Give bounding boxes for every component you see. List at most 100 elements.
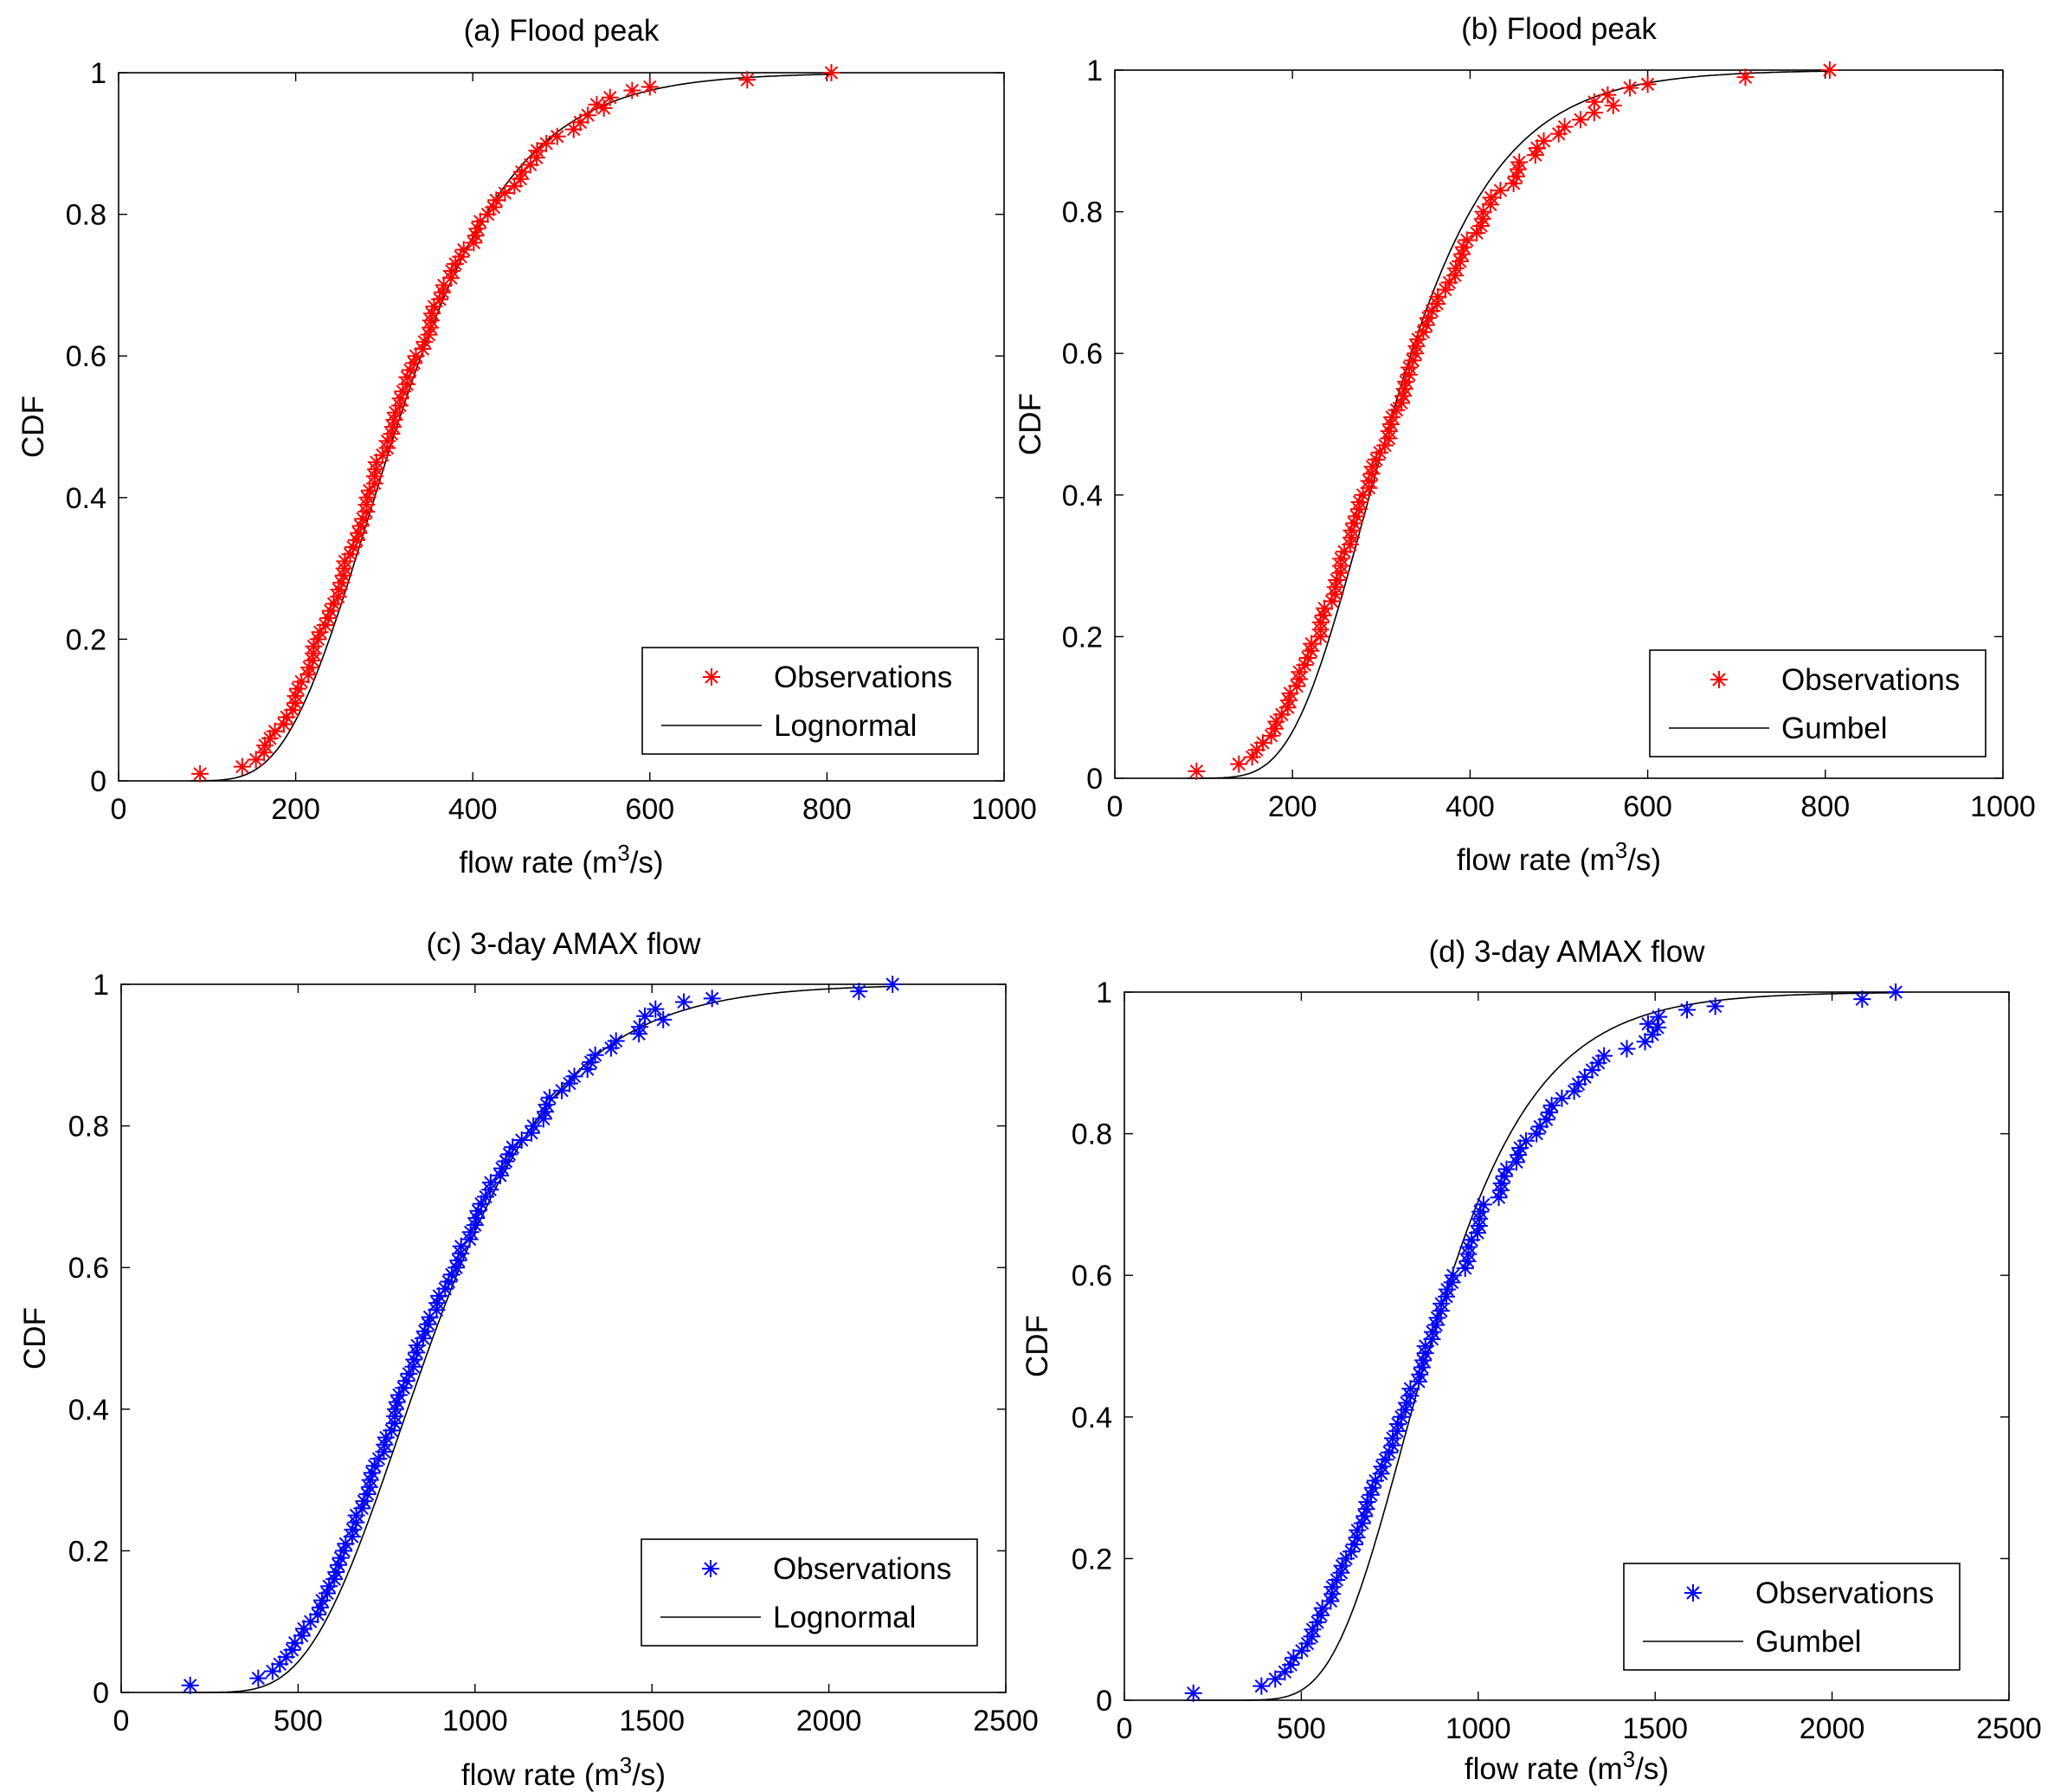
observation-marker (884, 976, 902, 993)
marker-stroke (319, 618, 332, 632)
legend-label-observations: Observations (1755, 1576, 1934, 1610)
marker-stroke (1347, 516, 1362, 531)
observation-marker (1528, 1125, 1546, 1143)
observation-marker (1555, 118, 1574, 136)
observation-marker (1398, 1394, 1416, 1412)
observation-marker (1639, 1015, 1658, 1033)
observation-marker (1706, 997, 1724, 1015)
observation-marker (354, 510, 372, 528)
marker-stroke (235, 759, 249, 774)
marker-stroke (1254, 1679, 1269, 1693)
x-tick-label: 400 (1446, 790, 1495, 823)
legend-label-observations: Observations (1781, 663, 1960, 697)
marker-stroke (1458, 1261, 1472, 1275)
observation-marker (565, 1067, 583, 1086)
marker-stroke (338, 554, 352, 569)
observation-marker (469, 1202, 487, 1220)
observation-marker (1348, 507, 1366, 525)
observation-marker (321, 602, 339, 620)
observation-markers (181, 976, 902, 1694)
legend-label-fit: Gumbel (1781, 712, 1888, 745)
observation-marker (822, 64, 840, 81)
observation-marker (383, 1421, 401, 1440)
marker-stroke (329, 1565, 343, 1579)
y-tick-label: 0.2 (66, 623, 106, 656)
observation-marker (1345, 514, 1363, 532)
marker-stroke (1536, 134, 1551, 148)
fitted-cdf-line (190, 73, 833, 782)
observation-marker (1471, 1202, 1489, 1221)
x-axis-label-tail: /s) (1635, 1752, 1669, 1786)
x-tick-label: 0 (111, 793, 127, 826)
marker-stroke (1416, 325, 1431, 339)
observation-marker (1459, 1238, 1478, 1256)
observation-marker (528, 141, 546, 159)
observation-marker (703, 989, 721, 1008)
marker-stroke (1425, 304, 1439, 318)
marker-stroke (1619, 1041, 1634, 1056)
observation-marker (641, 78, 659, 96)
marker-stroke (1461, 1240, 1476, 1254)
marker-stroke (312, 625, 327, 639)
y-tick-label: 1 (1086, 55, 1103, 87)
observation-marker (1458, 231, 1476, 249)
fitted-cdf-line (1185, 992, 1896, 1701)
observation-marker (500, 1145, 518, 1164)
observation-marker (316, 616, 334, 635)
observation-marker (1411, 1365, 1429, 1383)
observation-marker (1298, 648, 1317, 667)
y-tick-label: 1 (1096, 977, 1112, 1009)
marker-stroke (379, 1430, 393, 1445)
marker-stroke (539, 1098, 554, 1112)
observation-marker (647, 1000, 665, 1018)
marker-stroke (441, 1274, 456, 1289)
observation-marker (1497, 1160, 1516, 1178)
marker-stroke (1680, 1002, 1694, 1017)
y-tick-label: 0.4 (1072, 1402, 1112, 1434)
marker-stroke (526, 1118, 540, 1133)
observation-marker (1621, 79, 1639, 97)
marker-stroke (457, 242, 471, 257)
x-axis-label-sup: 3 (617, 840, 629, 866)
marker-stroke (343, 547, 357, 561)
observation-marker (395, 1379, 413, 1397)
observation-marker (1188, 762, 1206, 780)
x-tick-label: 1000 (1446, 1712, 1511, 1745)
x-tick-label: 500 (274, 1705, 323, 1737)
observation-marker (1474, 1196, 1492, 1214)
marker-stroke (597, 101, 611, 115)
observation-marker (350, 524, 368, 542)
observation-marker (1349, 1521, 1367, 1539)
observation-marker (309, 1606, 327, 1624)
marker-stroke (1497, 1169, 1511, 1183)
marker-stroke (705, 991, 719, 1006)
legend-label-fit: Gumbel (1755, 1625, 1862, 1659)
observation-marker (452, 1237, 470, 1255)
observation-marker (1517, 1131, 1536, 1150)
legend-box (641, 1538, 978, 1647)
observation-marker (1428, 1309, 1446, 1327)
y-axis-label: CDF (16, 396, 50, 458)
observation-marker (442, 262, 460, 280)
marker-stroke (1738, 70, 1753, 84)
observation-marker (452, 248, 470, 266)
marker-stroke (1284, 1658, 1297, 1672)
observation-marker (623, 81, 641, 100)
marker-stroke (1315, 1601, 1330, 1615)
marker-stroke (1313, 616, 1328, 629)
observation-marker (1313, 1599, 1331, 1617)
observation-marker (1736, 68, 1755, 87)
marker-stroke (1493, 184, 1508, 197)
marker-stroke (1232, 757, 1246, 771)
marker-stroke (1268, 1672, 1282, 1686)
marker-stroke (1855, 992, 1870, 1006)
marker-stroke (498, 186, 512, 200)
y-tick-label: 0 (1096, 1685, 1112, 1718)
marker-stroke (1652, 1009, 1665, 1024)
marker-stroke (1304, 636, 1318, 651)
legend-marker-star (1710, 671, 1728, 688)
legend: Observations Lognormal (641, 647, 979, 755)
y-tick-label: 0.4 (1062, 480, 1103, 512)
observation-marker (283, 1641, 301, 1659)
chart-title: (b) Flood peak (1461, 12, 1657, 46)
